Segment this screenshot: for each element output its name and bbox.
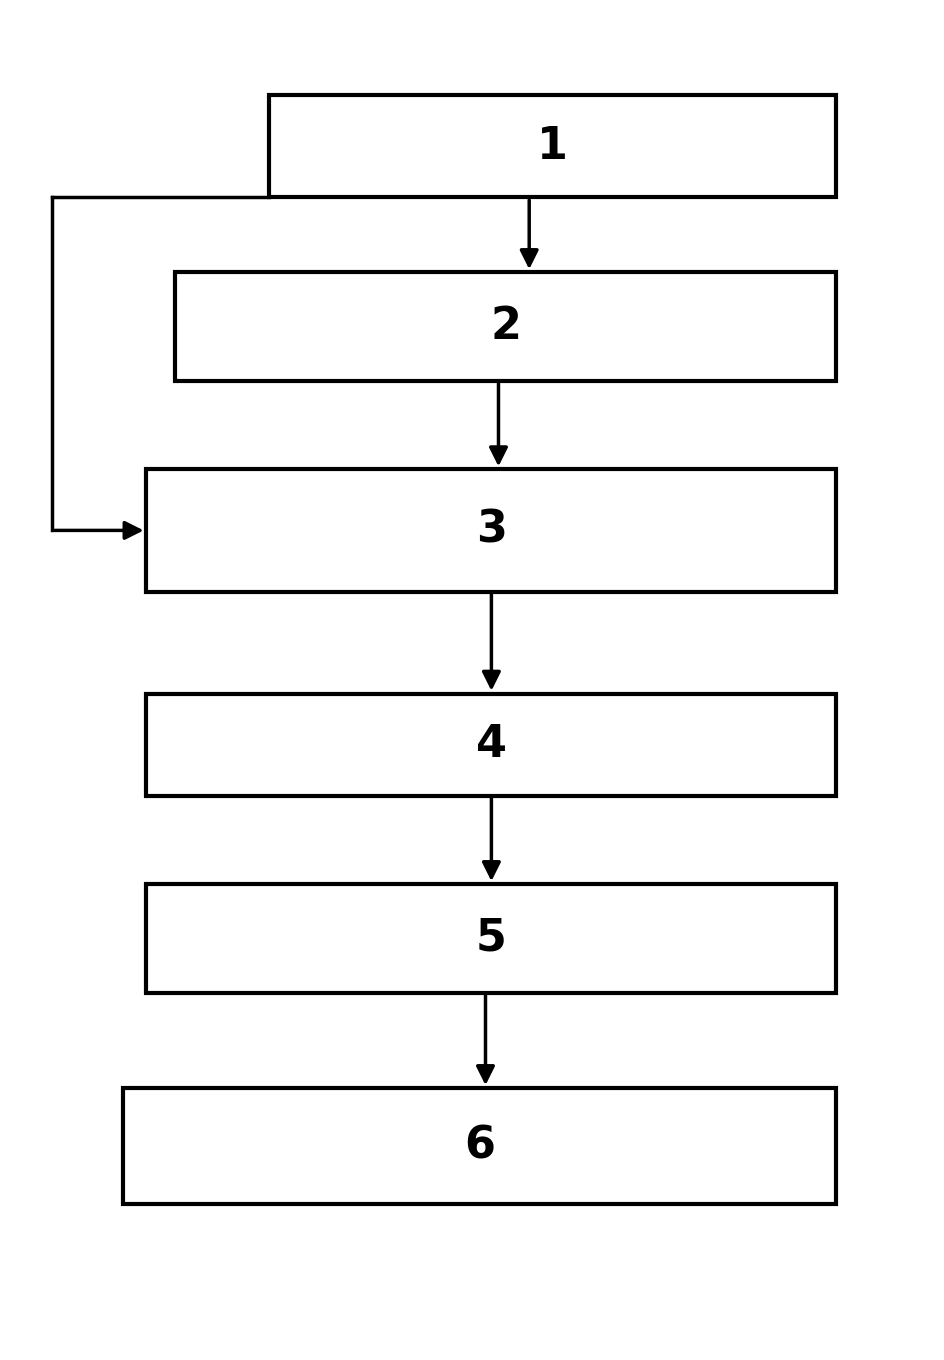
- Text: 3: 3: [476, 509, 506, 552]
- Bar: [146, 694, 835, 796]
- Text: 4: 4: [476, 724, 506, 766]
- Text: 6: 6: [464, 1125, 495, 1167]
- Text: 1: 1: [537, 125, 567, 167]
- Bar: [123, 1088, 835, 1204]
- Text: 5: 5: [476, 917, 506, 960]
- Bar: [269, 95, 835, 197]
- Bar: [146, 884, 835, 993]
- Bar: [146, 469, 835, 592]
- Text: 2: 2: [490, 305, 520, 348]
- Bar: [175, 272, 835, 381]
